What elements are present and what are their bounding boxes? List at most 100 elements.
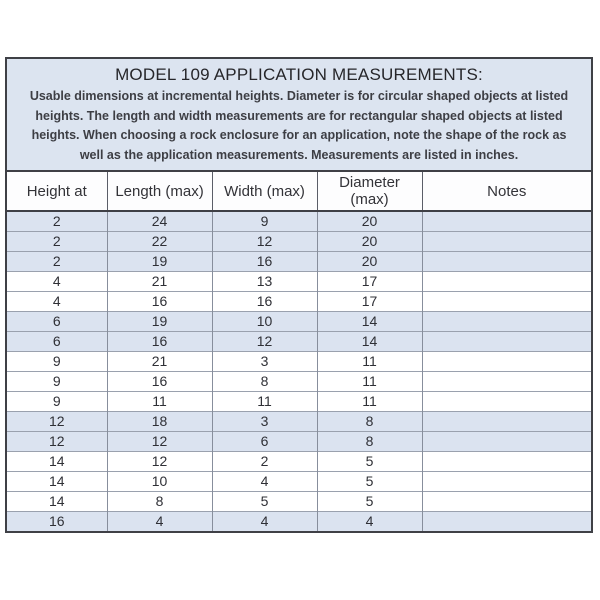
header-row: Height at Length (max) Width (max) Diame… [7, 171, 591, 212]
table-row: 14 8 5 5 [7, 490, 591, 511]
cell-length: 22 [106, 230, 212, 251]
cell-length: 8 [106, 490, 212, 511]
cell-height: 9 [7, 370, 107, 391]
cell-height: 14 [7, 490, 107, 511]
cell-height: 2 [7, 250, 107, 271]
cell-width: 6 [211, 430, 317, 451]
table-row: 12 18 3 8 [7, 410, 591, 431]
cell-length: 18 [106, 410, 212, 431]
cell-diameter: 4 [316, 510, 422, 531]
intro-line: Usable dimensions at incremental heights… [29, 89, 569, 103]
column-header-height: Height at [7, 171, 107, 212]
column-header-width: Width (max) [211, 171, 317, 212]
cell-length: 12 [106, 430, 212, 451]
cell-notes [421, 211, 591, 231]
cell-notes [421, 230, 591, 251]
cell-notes [421, 270, 591, 291]
cell-length: 24 [106, 211, 212, 231]
cell-height: 2 [7, 230, 107, 251]
table-row: 14 12 2 5 [7, 450, 591, 471]
cell-height: 16 [7, 510, 107, 531]
cell-length: 11 [106, 390, 212, 411]
cell-diameter: 14 [316, 330, 422, 351]
cell-diameter: 20 [316, 211, 422, 231]
table-row: 6 19 10 14 [7, 310, 591, 331]
cell-length: 16 [106, 290, 212, 311]
intro-line: well as the application measurements. Me… [79, 147, 519, 162]
cell-notes [421, 330, 591, 351]
cell-notes [421, 470, 591, 491]
cell-height: 6 [7, 310, 107, 331]
cell-width: 4 [211, 470, 317, 491]
cell-length: 10 [106, 470, 212, 491]
cell-notes [421, 430, 591, 451]
cell-length: 21 [106, 270, 212, 291]
table-row: 2 19 16 20 [7, 250, 591, 271]
cell-width: 12 [211, 330, 317, 351]
table-row: 2 22 12 20 [7, 230, 591, 251]
cell-diameter: 17 [316, 270, 422, 291]
table-row: 9 21 3 11 [7, 350, 591, 371]
table-row: 2 24 9 20 [7, 211, 591, 231]
cell-notes [421, 350, 591, 371]
intro-line: heights. When choosing a rock enclosure … [31, 128, 567, 142]
cell-length: 12 [106, 450, 212, 471]
cell-diameter: 20 [316, 250, 422, 271]
cell-width: 4 [211, 510, 317, 531]
cell-width: 12 [211, 230, 317, 251]
cell-height: 14 [7, 470, 107, 491]
cell-height: 6 [7, 330, 107, 351]
cell-diameter: 20 [316, 230, 422, 251]
cell-height: 12 [7, 410, 107, 431]
cell-height: 9 [7, 350, 107, 371]
cell-length: 19 [106, 310, 212, 331]
cell-notes [421, 250, 591, 271]
cell-length: 21 [106, 350, 212, 371]
cell-notes [421, 490, 591, 511]
cell-diameter: 8 [316, 410, 422, 431]
column-header-diameter: Diameter (max) [316, 171, 422, 212]
cell-notes [421, 290, 591, 311]
table-row: 14 10 4 5 [7, 470, 591, 491]
cell-width: 9 [211, 211, 317, 231]
cell-width: 16 [211, 250, 317, 271]
cell-diameter: 8 [316, 430, 422, 451]
cell-notes [421, 310, 591, 331]
page-title: MODEL 109 APPLICATION MEASUREMENTS: [115, 65, 483, 84]
cell-diameter: 5 [316, 470, 422, 491]
cell-notes [421, 510, 591, 531]
cell-width: 2 [211, 450, 317, 471]
table-row: 16 4 4 4 [7, 510, 591, 531]
cell-notes [421, 390, 591, 411]
cell-width: 10 [211, 310, 317, 331]
cell-notes [421, 370, 591, 391]
cell-length: 19 [106, 250, 212, 271]
cell-width: 8 [211, 370, 317, 391]
measurement-sheet: MODEL 109 APPLICATION MEASUREMENTS: Usab… [5, 57, 593, 533]
cell-diameter: 11 [316, 370, 422, 391]
cell-width: 5 [211, 490, 317, 511]
table-row: 4 21 13 17 [7, 270, 591, 291]
cell-diameter: 17 [316, 290, 422, 311]
cell-width: 16 [211, 290, 317, 311]
table-row: 9 11 11 11 [7, 390, 591, 411]
cell-diameter: 5 [316, 450, 422, 471]
measurements-table: Height at Length (max) Width (max) Diame… [7, 170, 591, 531]
table-row: 4 16 16 17 [7, 290, 591, 311]
cell-height: 12 [7, 430, 107, 451]
cell-height: 4 [7, 270, 107, 291]
table-row: 12 12 6 8 [7, 430, 591, 451]
cell-diameter: 11 [316, 390, 422, 411]
cell-length: 4 [106, 510, 212, 531]
cell-length: 16 [106, 370, 212, 391]
cell-length: 16 [106, 330, 212, 351]
intro-line: heights. The length and width measuremen… [35, 108, 563, 123]
cell-notes [421, 410, 591, 431]
cell-width: 3 [211, 350, 317, 371]
cell-width: 13 [211, 270, 317, 291]
cell-diameter: 5 [316, 490, 422, 511]
cell-height: 14 [7, 450, 107, 471]
cell-notes [421, 450, 591, 471]
table-row: 9 16 8 11 [7, 370, 591, 391]
cell-diameter: 14 [316, 310, 422, 331]
